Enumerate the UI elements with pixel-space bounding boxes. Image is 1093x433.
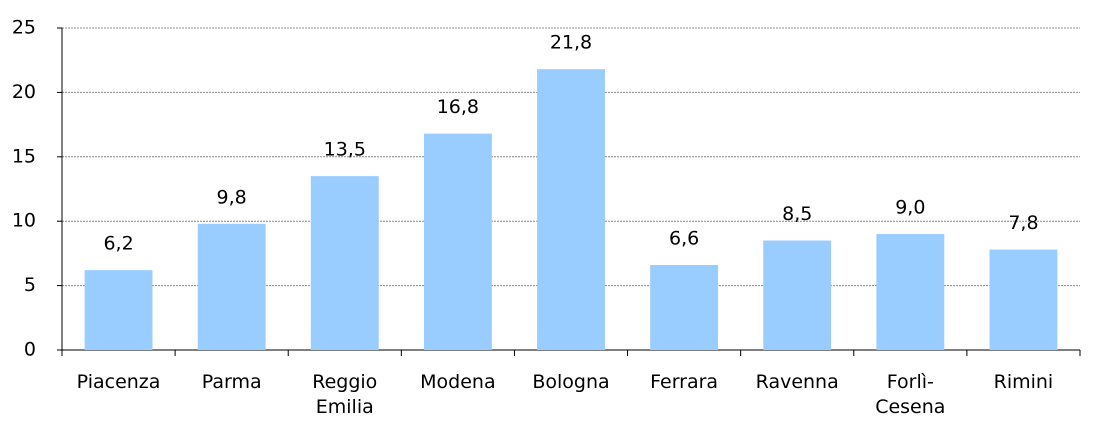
bar	[423, 133, 492, 350]
value-label: 6,6	[669, 227, 699, 249]
value-label: 8,5	[782, 203, 812, 225]
bar	[989, 249, 1058, 350]
y-tick-label: 10	[12, 210, 36, 232]
x-tick-label: Parma	[201, 371, 262, 393]
bar	[650, 264, 719, 350]
x-tick-label: Ravenna	[755, 371, 839, 393]
bar	[537, 69, 605, 350]
value-label: 9,0	[895, 197, 925, 219]
bar	[310, 176, 379, 350]
x-tick-label: Bologna	[532, 371, 610, 393]
bar	[876, 234, 945, 350]
x-tick-label: Modena	[420, 371, 496, 393]
value-label: 7,8	[1008, 212, 1038, 234]
value-label: 9,8	[217, 186, 247, 208]
y-tick-label: 0	[24, 339, 36, 361]
x-tick-label: Forlì-Cesena	[875, 371, 946, 418]
x-tick-label: Piacenza	[76, 371, 161, 393]
value-label: 16,8	[437, 96, 479, 118]
x-tick-label: Rimini	[993, 371, 1054, 393]
bar	[84, 270, 153, 350]
y-tick-label: 5	[24, 274, 36, 296]
value-label: 6,2	[103, 233, 133, 255]
bar	[763, 240, 832, 350]
x-tick-label: Ferrara	[650, 371, 719, 393]
value-label: 21,8	[550, 32, 592, 54]
y-tick-label: 20	[12, 81, 36, 103]
y-tick-label: 25	[12, 17, 36, 39]
y-tick-label: 15	[12, 145, 36, 167]
x-tick-label: Reggio Emilia	[312, 371, 378, 418]
bar	[197, 223, 266, 350]
value-label: 13,5	[324, 139, 366, 161]
